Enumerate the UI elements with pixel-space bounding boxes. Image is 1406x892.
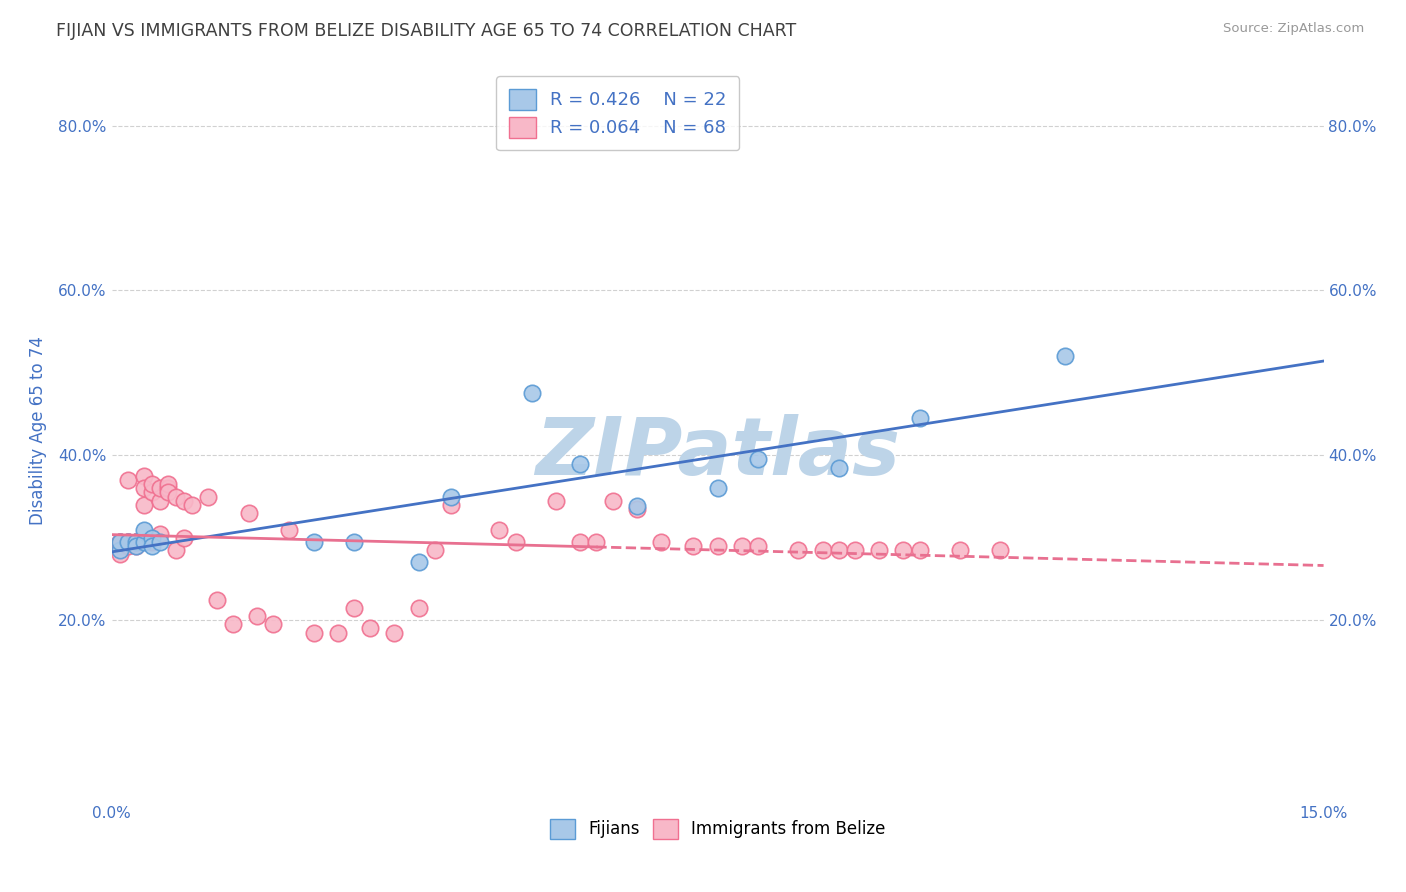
Point <box>408 556 430 570</box>
Point <box>706 481 728 495</box>
Point <box>117 534 139 549</box>
Point <box>108 543 131 558</box>
Point <box>205 592 228 607</box>
Point <box>246 609 269 624</box>
Point <box>149 526 172 541</box>
Point <box>682 539 704 553</box>
Point <box>569 457 592 471</box>
Point <box>108 534 131 549</box>
Point <box>132 469 155 483</box>
Point <box>181 498 204 512</box>
Point <box>173 493 195 508</box>
Point <box>747 539 769 553</box>
Point <box>747 452 769 467</box>
Point <box>117 534 139 549</box>
Point <box>706 539 728 553</box>
Point <box>828 460 851 475</box>
Point <box>359 622 381 636</box>
Point <box>731 539 754 553</box>
Point <box>844 543 866 558</box>
Point <box>125 539 148 553</box>
Point <box>440 498 463 512</box>
Point <box>949 543 972 558</box>
Point <box>149 493 172 508</box>
Point <box>626 502 648 516</box>
Point <box>141 485 163 500</box>
Point <box>650 534 672 549</box>
Point <box>125 539 148 553</box>
Point <box>141 531 163 545</box>
Point <box>828 543 851 558</box>
Legend: Fijians, Immigrants from Belize: Fijians, Immigrants from Belize <box>543 813 893 846</box>
Point <box>1053 350 1076 364</box>
Point <box>125 534 148 549</box>
Point <box>132 534 155 549</box>
Point <box>908 543 931 558</box>
Y-axis label: Disability Age 65 to 74: Disability Age 65 to 74 <box>30 336 46 525</box>
Point <box>165 490 187 504</box>
Text: FIJIAN VS IMMIGRANTS FROM BELIZE DISABILITY AGE 65 TO 74 CORRELATION CHART: FIJIAN VS IMMIGRANTS FROM BELIZE DISABIL… <box>56 22 796 40</box>
Point <box>520 386 543 401</box>
Point <box>787 543 810 558</box>
Point <box>505 534 527 549</box>
Point <box>908 411 931 425</box>
Point <box>893 543 915 558</box>
Point <box>149 534 172 549</box>
Point <box>117 534 139 549</box>
Point <box>423 543 446 558</box>
Point <box>132 523 155 537</box>
Point <box>278 523 301 537</box>
Point <box>343 600 366 615</box>
Point <box>108 539 131 553</box>
Point <box>222 617 245 632</box>
Point <box>238 506 260 520</box>
Point <box>125 534 148 549</box>
Point <box>117 473 139 487</box>
Point <box>117 534 139 549</box>
Point <box>108 534 131 549</box>
Point <box>626 500 648 514</box>
Point <box>141 477 163 491</box>
Point <box>157 477 180 491</box>
Point <box>108 534 131 549</box>
Text: ZIPatlas: ZIPatlas <box>536 414 900 491</box>
Point <box>868 543 890 558</box>
Point <box>988 543 1011 558</box>
Point <box>125 534 148 549</box>
Point <box>343 534 366 549</box>
Point <box>132 481 155 495</box>
Point <box>488 523 510 537</box>
Point <box>108 534 131 549</box>
Point <box>544 493 567 508</box>
Point <box>117 539 139 553</box>
Point <box>149 481 172 495</box>
Point <box>569 534 592 549</box>
Point <box>440 490 463 504</box>
Point <box>141 539 163 553</box>
Point <box>197 490 219 504</box>
Point <box>173 531 195 545</box>
Point <box>262 617 284 632</box>
Point <box>302 625 325 640</box>
Text: Source: ZipAtlas.com: Source: ZipAtlas.com <box>1223 22 1364 36</box>
Point <box>302 534 325 549</box>
Point <box>157 485 180 500</box>
Point <box>132 498 155 512</box>
Point <box>165 543 187 558</box>
Point <box>811 543 834 558</box>
Point <box>157 481 180 495</box>
Point <box>125 534 148 549</box>
Point <box>125 534 148 549</box>
Point <box>141 534 163 549</box>
Point <box>602 493 624 508</box>
Point <box>382 625 405 640</box>
Point <box>108 547 131 561</box>
Point <box>585 534 607 549</box>
Point <box>408 600 430 615</box>
Point <box>326 625 349 640</box>
